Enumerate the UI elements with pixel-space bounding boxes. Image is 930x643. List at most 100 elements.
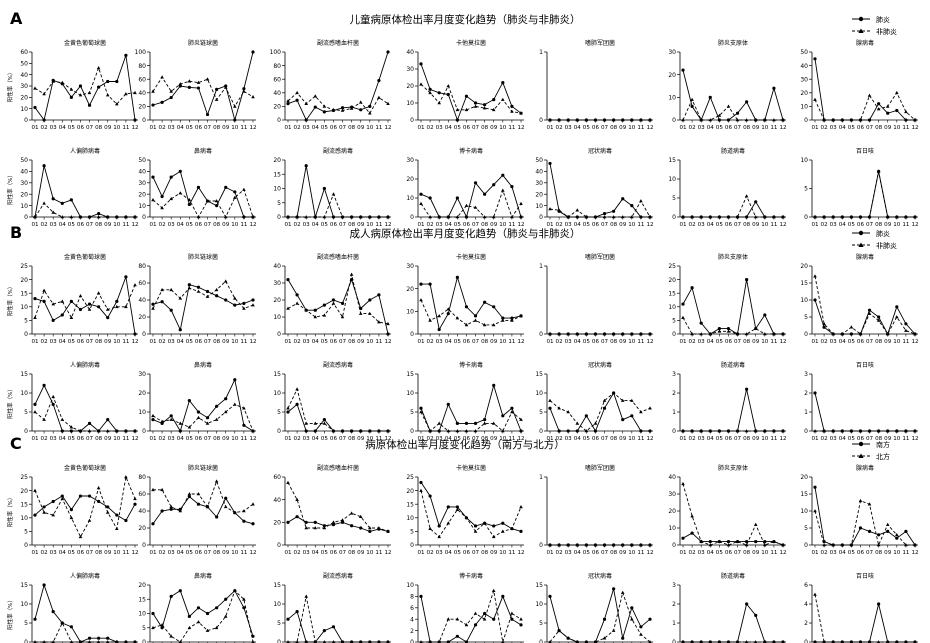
data-point-triangle (611, 215, 616, 219)
data-point-circle (340, 520, 345, 524)
data-point-triangle (813, 429, 817, 433)
data-point-triangle (295, 215, 299, 219)
data-point-circle (97, 305, 101, 309)
data-point-circle (492, 524, 496, 528)
data-point-triangle (233, 104, 237, 108)
data-point-triangle (178, 421, 183, 425)
y-tick-label: 30 (20, 180, 28, 187)
y-tick-label: 15 (406, 501, 414, 508)
data-point-triangle (286, 640, 290, 643)
data-point-circle (87, 636, 92, 640)
data-point-triangle (437, 534, 441, 539)
data-point-triangle (781, 543, 785, 547)
legend-dashed-marker (858, 28, 864, 33)
data-point-triangle (584, 118, 589, 122)
data-point-circle (78, 84, 83, 88)
x-tick-label: 06 (330, 125, 338, 131)
y-tick-label: 10 (406, 100, 414, 107)
x-tick-label: 06 (330, 550, 338, 556)
data-point-circle (215, 87, 219, 91)
y-tick-label: 10 (668, 304, 676, 311)
x-tick-label: 03 (565, 339, 573, 345)
data-point-triangle (428, 215, 432, 219)
data-point-triangle (304, 594, 308, 598)
data-point-triangle (313, 640, 317, 643)
series-line-dashed (287, 482, 389, 532)
data-point-circle (681, 68, 685, 72)
data-point-triangle (885, 522, 890, 526)
x-tick-label: 08 (743, 339, 751, 345)
y-tick-label: 10 (273, 390, 281, 397)
x-tick-label: 01 (679, 436, 687, 442)
data-point-triangle (491, 588, 496, 592)
y-axis-label: 阳性率（%） (6, 386, 14, 419)
data-point-circle (437, 429, 441, 433)
x-tick-label: 01 (284, 436, 292, 442)
data-point-triangle (904, 215, 908, 219)
x-tick-label: 07 (472, 339, 480, 345)
y-tick-label: 6 (410, 605, 414, 612)
data-point-circle (106, 418, 110, 422)
y-tick-label: 100 (135, 49, 147, 56)
data-point-circle (187, 283, 191, 287)
data-point-circle (386, 50, 390, 54)
x-tick-label: 09 (104, 222, 112, 228)
x-tick-label: 04 (59, 339, 67, 345)
x-tick-label: 11 (637, 339, 645, 345)
x-tick-label: 12 (517, 125, 524, 131)
data-point-circle (437, 327, 441, 332)
x-tick-label: 07 (204, 436, 212, 442)
data-point-circle (87, 494, 92, 498)
data-point-triangle (602, 118, 607, 122)
data-point-triangle (214, 97, 219, 101)
x-tick-label: 04 (59, 436, 67, 442)
data-point-circle (124, 518, 128, 523)
data-point-triangle (151, 625, 155, 630)
x-tick-label: 04 (574, 222, 582, 228)
x-tick-label: 12 (779, 339, 786, 345)
data-point-triangle (446, 617, 451, 621)
data-point-circle (87, 421, 92, 425)
data-point-triangle (849, 118, 854, 122)
data-point-triangle (708, 429, 713, 433)
y-tick-label: 20 (138, 191, 146, 198)
x-tick-label: 03 (303, 222, 311, 228)
series-line-solid (814, 392, 915, 432)
series-line-dashed (288, 596, 388, 643)
data-point-circle (772, 86, 776, 90)
y-tick-label: 6 (804, 582, 808, 589)
series-line-solid (287, 51, 389, 121)
data-point-circle (492, 383, 496, 387)
data-point-triangle (437, 421, 441, 425)
data-point-circle (251, 50, 255, 54)
y-tick-label: 40 (668, 474, 676, 481)
data-point-triangle (895, 429, 899, 433)
data-point-circle (304, 640, 308, 643)
x-tick-label: 12 (384, 550, 391, 556)
data-point-circle (368, 298, 372, 302)
x-tick-label: 02 (294, 550, 301, 556)
data-point-triangle (340, 429, 345, 433)
x-tick-label: 01 (679, 222, 687, 228)
data-point-triangle (699, 332, 703, 336)
x-tick-label: 07 (472, 125, 480, 131)
data-point-triangle (455, 107, 460, 112)
x-tick-label: 02 (556, 550, 563, 556)
x-tick-label: 03 (168, 550, 176, 556)
data-point-circle (224, 397, 228, 401)
data-point-circle (322, 524, 326, 528)
x-tick-label: 07 (472, 222, 480, 228)
x-tick-label: 05 (68, 339, 76, 345)
x-tick-label: 11 (637, 436, 645, 442)
data-point-triangle (437, 215, 441, 219)
data-point-triangle (437, 314, 441, 318)
x-tick-label: 08 (610, 550, 618, 556)
x-tick-label: 11 (770, 125, 778, 131)
data-point-triangle (510, 318, 514, 322)
x-tick-label: 03 (303, 125, 311, 131)
x-tick-label: 03 (436, 222, 444, 228)
subplot-title: 博卡病毒 (459, 147, 483, 155)
data-point-circle (295, 98, 299, 102)
x-tick-label: 10 (366, 436, 374, 442)
